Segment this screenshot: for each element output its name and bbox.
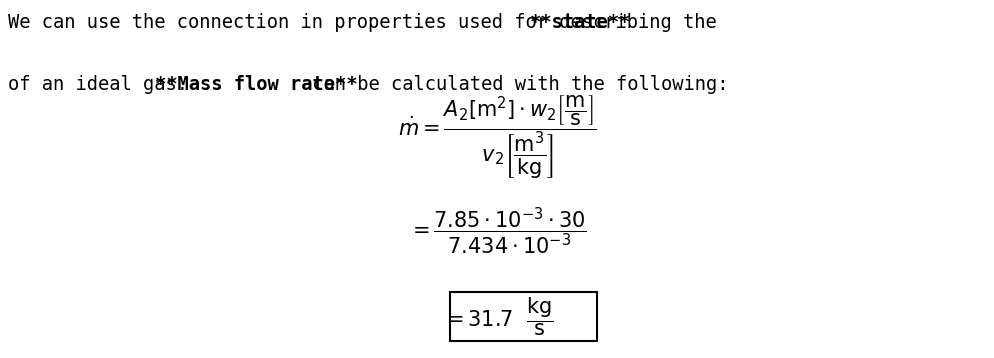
- Text: $= \dfrac{7.85 \cdot 10^{-3} \cdot 30}{7.434 \cdot 10^{-3}}$: $= \dfrac{7.85 \cdot 10^{-3} \cdot 30}{7…: [408, 205, 586, 257]
- Text: **state**: **state**: [529, 13, 630, 32]
- Text: can be calculated with the following:: can be calculated with the following:: [301, 75, 729, 94]
- Text: We can use the connection in properties used for describing the: We can use the connection in properties …: [8, 13, 728, 32]
- Text: **Mass flow rate**: **Mass flow rate**: [154, 75, 357, 94]
- Text: $\dot{m} = \dfrac{A_2[\mathrm{m}^2] \cdot w_2\left[\dfrac{\mathrm{m}}{\mathrm{s}: $\dot{m} = \dfrac{A_2[\mathrm{m}^2] \cdo…: [398, 94, 596, 182]
- Text: $= 31.7 \ \ \dfrac{\mathrm{kg}}{\mathrm{s}}$: $= 31.7 \ \ \dfrac{\mathrm{kg}}{\mathrm{…: [441, 296, 553, 338]
- Text: of an ideal gas.: of an ideal gas.: [8, 75, 211, 94]
